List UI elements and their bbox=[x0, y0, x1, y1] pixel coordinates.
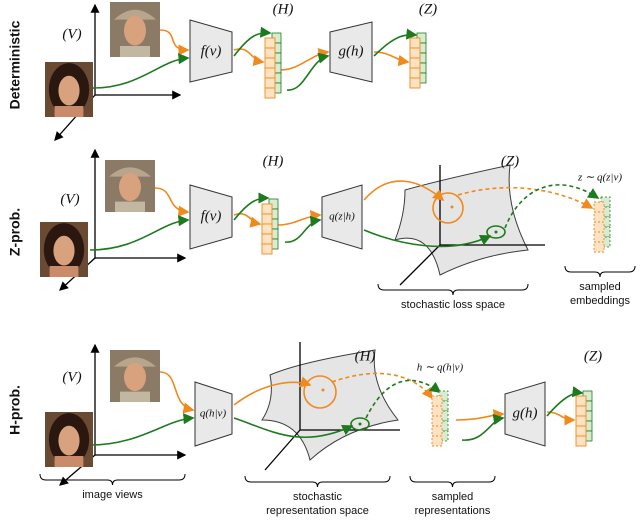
brace-label: stochastic loss space bbox=[401, 299, 505, 311]
brace-label: sampled bbox=[432, 491, 474, 503]
body bbox=[115, 201, 145, 212]
vector-cell bbox=[264, 57, 276, 69]
brace-label: stochastic bbox=[293, 491, 342, 503]
vector-cell bbox=[261, 223, 273, 235]
vector-cell bbox=[575, 435, 587, 447]
vector-cell bbox=[431, 405, 443, 417]
vector-cell bbox=[575, 425, 587, 437]
vector-cell bbox=[264, 77, 276, 89]
brace bbox=[564, 265, 636, 278]
row-label: H-prob. bbox=[7, 385, 23, 435]
vector-cell bbox=[593, 231, 605, 243]
face bbox=[58, 425, 80, 456]
vector-cell bbox=[431, 395, 443, 407]
face bbox=[124, 15, 146, 46]
vector-cell bbox=[264, 47, 276, 59]
face bbox=[119, 173, 141, 202]
vector-cell bbox=[431, 425, 443, 437]
rep-label: (H) bbox=[355, 348, 376, 364]
hat bbox=[114, 9, 156, 20]
photo bbox=[40, 222, 88, 277]
head-label: q(z|h) bbox=[329, 211, 355, 223]
head-label: g(h) bbox=[339, 43, 364, 59]
hat bbox=[114, 357, 156, 367]
body bbox=[120, 391, 150, 402]
face bbox=[53, 235, 75, 266]
emb-label: (Z) bbox=[584, 348, 602, 364]
vector-cell bbox=[409, 67, 421, 79]
body bbox=[49, 266, 79, 277]
photo bbox=[45, 412, 93, 467]
vector-cell bbox=[593, 241, 605, 253]
vector-cell bbox=[261, 203, 273, 215]
body bbox=[54, 106, 84, 117]
encoder-label: f(v) bbox=[201, 208, 222, 224]
vector-cell bbox=[593, 221, 605, 233]
encoder-label: q(h|v) bbox=[200, 408, 227, 420]
face bbox=[58, 75, 80, 106]
generated: stochastic loss space sampled embeddings im… bbox=[39, 2, 636, 517]
brace bbox=[244, 475, 391, 488]
vector-cell bbox=[261, 213, 273, 225]
emb-label: (Z) bbox=[501, 153, 519, 169]
vector-cell bbox=[409, 37, 421, 49]
vector-cell bbox=[575, 405, 587, 417]
sample-label: h ∼ q(h|v) bbox=[417, 362, 464, 374]
vector-cell bbox=[431, 435, 443, 447]
layout bbox=[54, 3, 600, 486]
vector-cell bbox=[409, 57, 421, 69]
vector-cell bbox=[264, 37, 276, 49]
brace-label: embeddings bbox=[570, 295, 630, 307]
brace-label: image views bbox=[82, 489, 143, 501]
row-label: Deterministic bbox=[7, 20, 23, 109]
brace bbox=[409, 475, 496, 488]
view-label: (V) bbox=[62, 369, 81, 385]
rep-label: (H) bbox=[263, 153, 284, 169]
vector-cell bbox=[261, 243, 273, 255]
vector-cell bbox=[593, 201, 605, 213]
vector-cell bbox=[264, 87, 276, 99]
brace-label: representations bbox=[415, 505, 491, 517]
vector-cell bbox=[575, 415, 587, 427]
brace bbox=[39, 473, 186, 486]
view-label: (V) bbox=[62, 26, 81, 42]
vector-cell bbox=[264, 67, 276, 79]
face bbox=[124, 363, 146, 392]
vector-cell bbox=[575, 395, 587, 407]
photo bbox=[105, 160, 155, 212]
vector-cell bbox=[409, 47, 421, 59]
vector-cell bbox=[593, 211, 605, 223]
vector-cell bbox=[261, 233, 273, 245]
vector-cell bbox=[431, 415, 443, 427]
row-label: Z-prob. bbox=[7, 208, 23, 256]
photo bbox=[110, 350, 160, 402]
vector-cell bbox=[409, 77, 421, 89]
brace-label: sampled bbox=[579, 281, 621, 293]
encoder-label: f(v) bbox=[201, 43, 222, 59]
emb-label: (Z) bbox=[419, 1, 437, 17]
body bbox=[54, 456, 84, 467]
sample-label: z ∼ q(z|v) bbox=[577, 172, 622, 184]
brace bbox=[377, 283, 529, 296]
head-label: g(h) bbox=[513, 405, 538, 421]
view-label: (V) bbox=[60, 191, 79, 207]
photo bbox=[45, 62, 93, 117]
brace-label: representation space bbox=[266, 505, 369, 517]
hat bbox=[109, 167, 151, 177]
rep-label: (H) bbox=[273, 1, 294, 17]
photo bbox=[110, 2, 160, 57]
body bbox=[120, 46, 150, 57]
